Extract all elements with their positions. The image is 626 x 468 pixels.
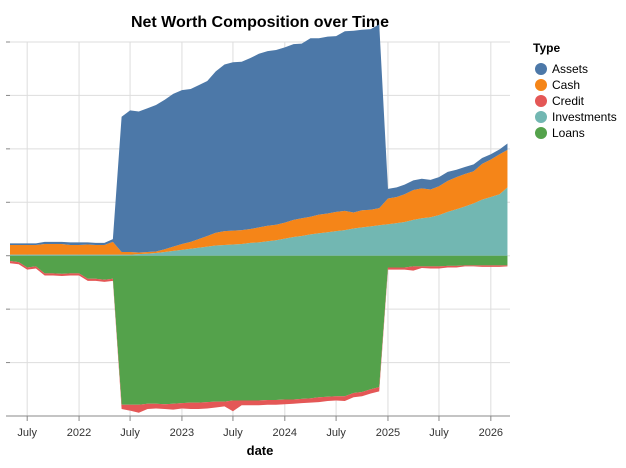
area-investments <box>10 187 508 256</box>
legend-swatch-investments <box>535 111 547 123</box>
legend: Type Assets Cash Credit Investments Loans <box>533 41 617 140</box>
legend-label-credit: Credit <box>552 94 585 108</box>
legend-label-cash: Cash <box>552 78 580 92</box>
legend-swatch-loans <box>535 127 547 139</box>
x-tick-label: 2022 <box>67 427 91 439</box>
legend-swatch-cash <box>535 79 547 91</box>
x-tick-label: July <box>17 427 37 439</box>
x-axis-ticks: July 2022 July 2023 July 2024 July 2025 July 2026 <box>17 416 503 439</box>
legend-label-assets: Assets <box>552 62 588 76</box>
x-tick-label: July <box>223 427 243 439</box>
chart-title: Net Worth Composition over Time <box>131 14 389 31</box>
area-cash <box>10 149 508 255</box>
x-tick-label: July <box>120 427 140 439</box>
x-tick-label: 2025 <box>376 427 400 439</box>
area-loans <box>10 255 508 405</box>
legend-label-investments: Investments <box>552 110 617 124</box>
area-assets <box>10 24 508 253</box>
x-tick-label: 2023 <box>170 427 194 439</box>
legend-swatch-assets <box>535 63 547 75</box>
x-tick-label: 2026 <box>479 427 503 439</box>
x-tick-label: July <box>429 427 449 439</box>
legend-title: Type <box>533 41 560 55</box>
legend-swatch-credit <box>535 95 547 107</box>
x-axis-title: date <box>247 443 274 458</box>
series-areas <box>10 24 508 413</box>
x-tick-label: July <box>326 427 346 439</box>
legend-label-loans: Loans <box>552 126 585 140</box>
x-tick-label: 2024 <box>273 427 297 439</box>
